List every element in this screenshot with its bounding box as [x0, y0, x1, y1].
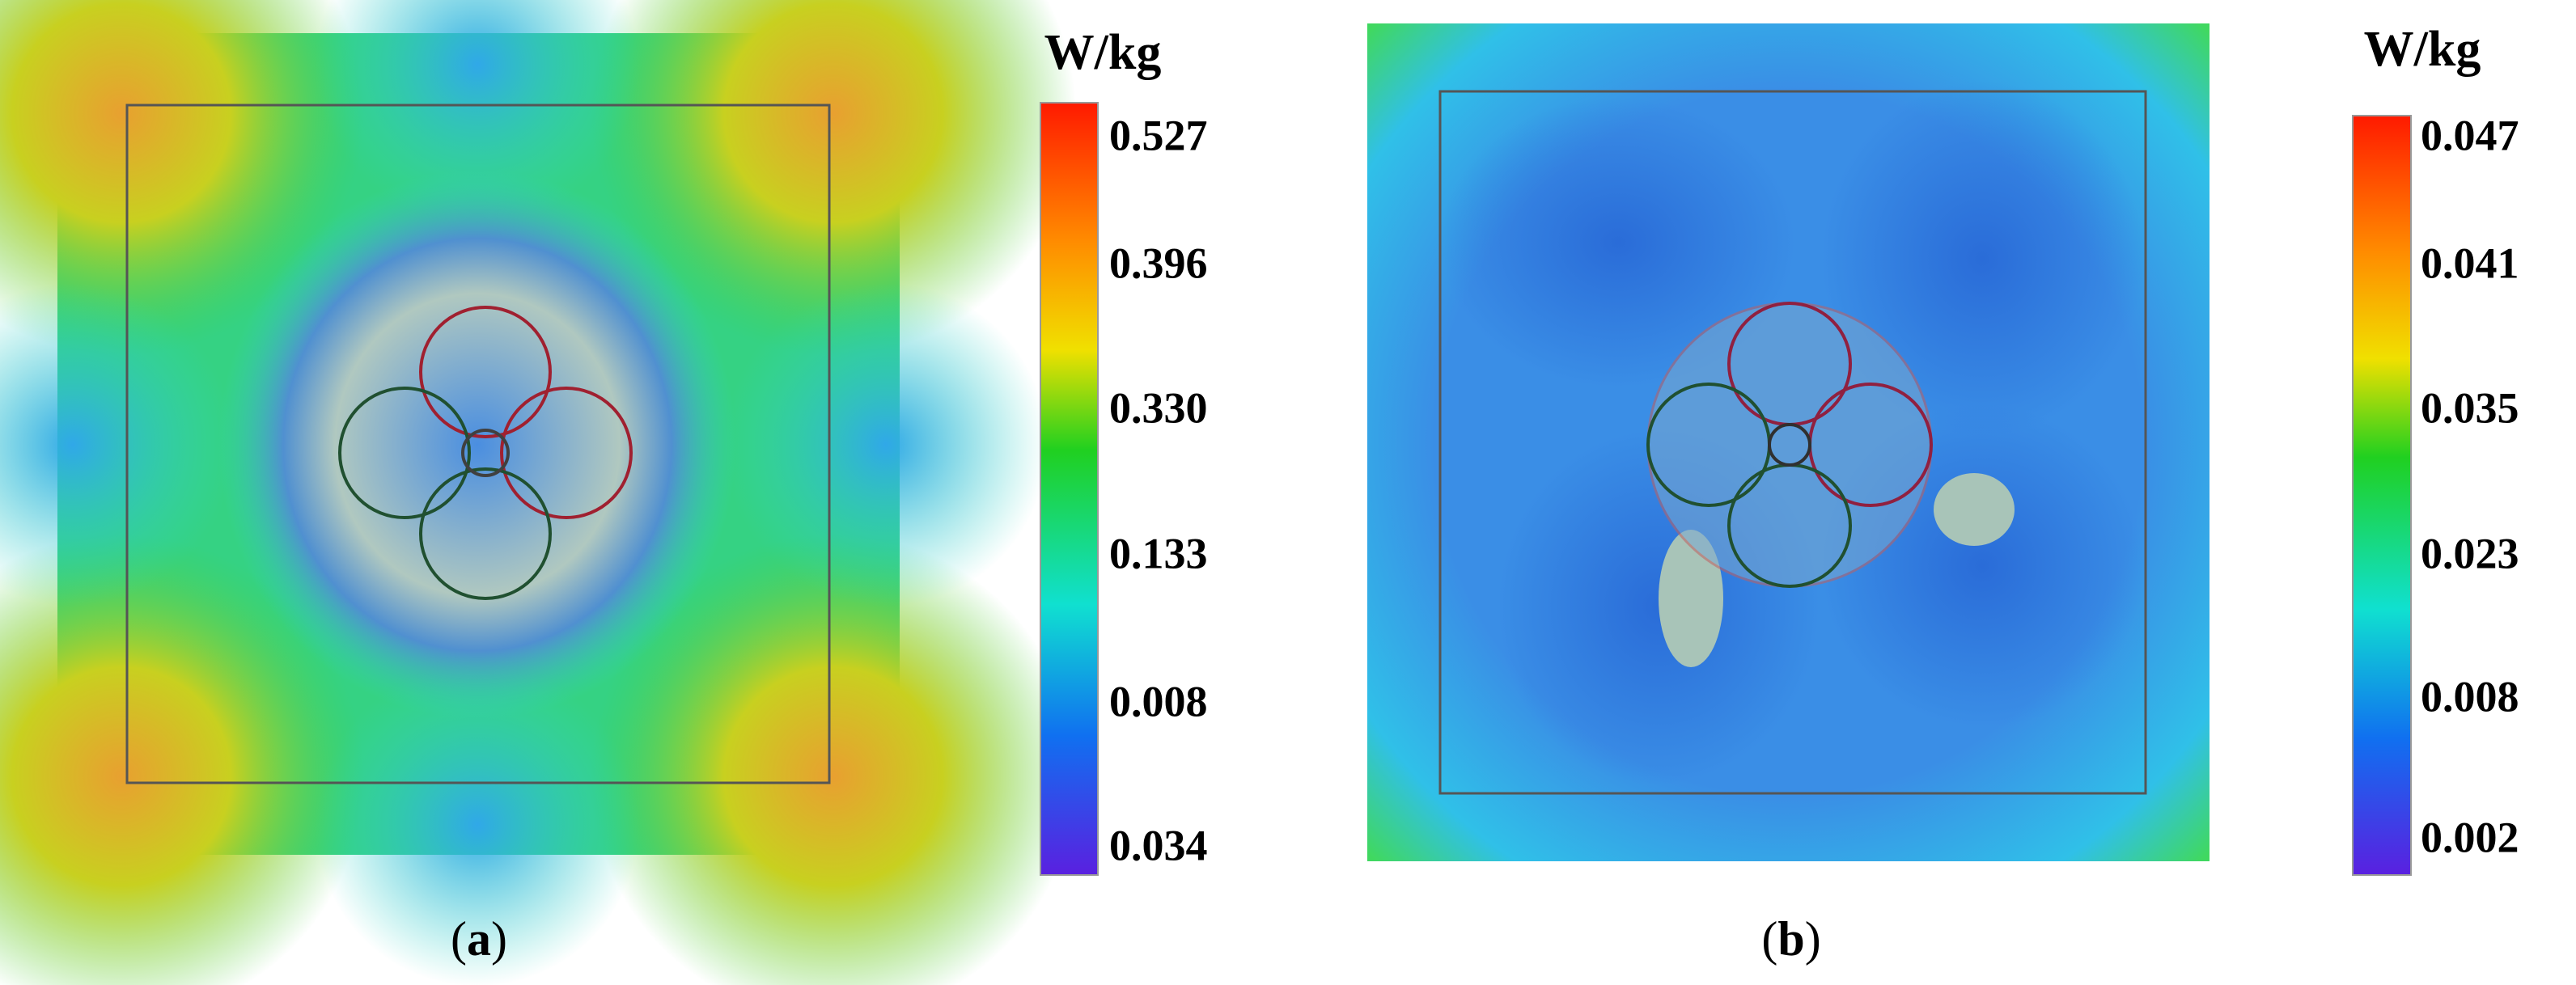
unit-label: W/kg	[1044, 25, 1162, 80]
colorbar-tick-label: 0.023	[2421, 529, 2519, 577]
caption-part: (	[451, 912, 467, 966]
colorbar-tick-label: 0.008	[1109, 677, 1208, 725]
colorbar-tick-label: 0.008	[2421, 672, 2519, 721]
panel-caption: (a)	[451, 912, 507, 966]
colorbar-b	[2352, 115, 2412, 876]
colorbar-tick-label: 0.527	[1109, 111, 1208, 159]
heatmap-b	[1367, 23, 2210, 861]
unit-label: W/kg	[2364, 22, 2481, 77]
colorbar-tick-label: 0.396	[1109, 239, 1208, 287]
colorbar-tick-label: 0.047	[2421, 111, 2519, 159]
caption-part: )	[1805, 912, 1821, 966]
colorbar-tick-label: 0.034	[1109, 821, 1208, 869]
caption-part: )	[491, 912, 507, 966]
caption-part: b	[1777, 912, 1804, 966]
colorbar-a	[1040, 102, 1099, 876]
colorbar-tick-label: 0.133	[1109, 529, 1208, 577]
caption-part: a	[467, 912, 491, 966]
colorbar-tick-label: 0.035	[2421, 383, 2519, 432]
colorbar-tick-label: 0.041	[2421, 239, 2519, 287]
colorbar-tick-label: 0.330	[1109, 383, 1208, 432]
colorbar-tick-label: 0.002	[2421, 813, 2519, 861]
heatmap-a	[0, 0, 1076, 985]
panel-caption: (b)	[1761, 912, 1820, 966]
caption-part: (	[1761, 912, 1777, 966]
